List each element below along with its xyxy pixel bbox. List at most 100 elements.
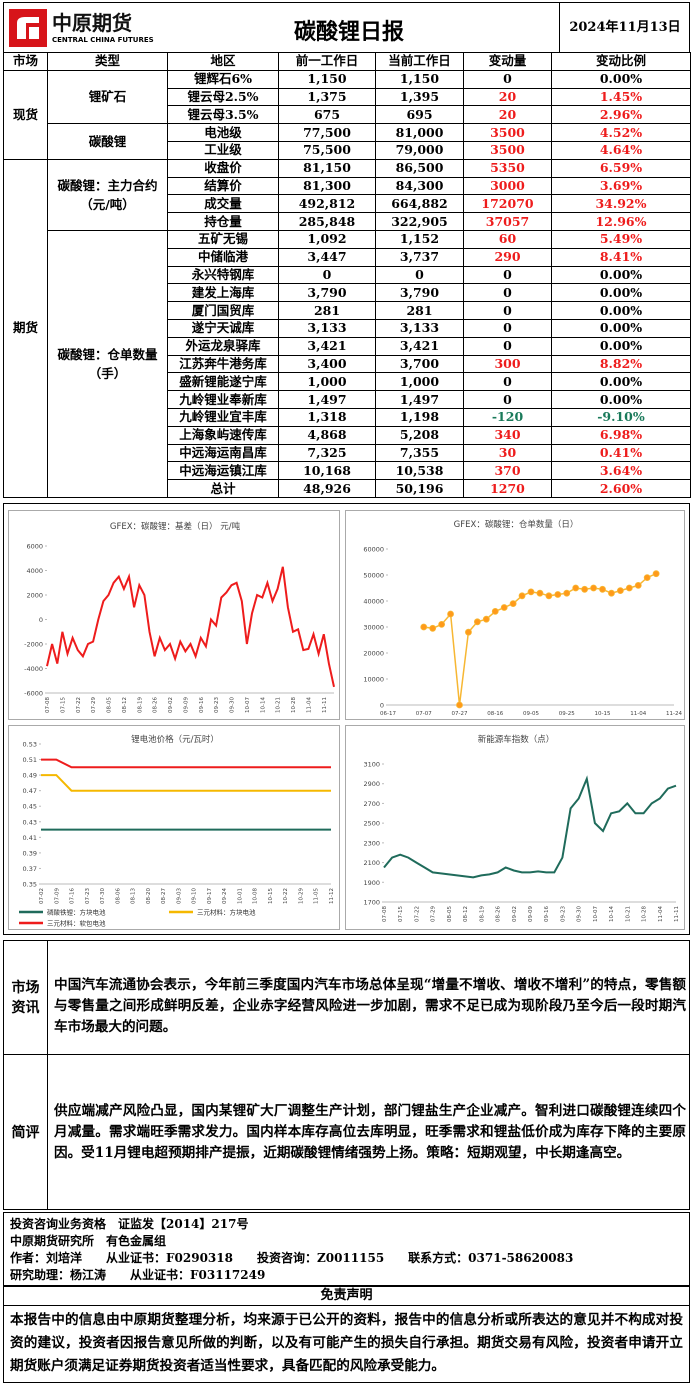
region-cell: 收盘价	[167, 158, 279, 178]
type-cell: 碳酸锂：仓单数量（手）	[47, 229, 168, 498]
x-tick-label: 11-24	[666, 711, 682, 717]
series-line	[41, 774, 331, 792]
change-cell: 300	[463, 354, 552, 374]
y-tick-label: 0.51	[23, 756, 37, 764]
type-cell: 碳酸锂	[47, 123, 168, 160]
comment-label-box: 简评	[4, 1055, 48, 1209]
news-text: 中国汽车流通协会表示，今年前三季度国内汽车市场总体呈现“增量不增收、增收不增利”…	[54, 977, 686, 1035]
column-header: 前一工作日	[278, 52, 376, 71]
pct-cell: 0.00%	[551, 390, 691, 409]
news-label: 市场资讯	[11, 979, 40, 1016]
change-cell: 0	[463, 372, 552, 392]
series-marker	[500, 604, 508, 611]
series-marker	[429, 624, 437, 632]
x-tick-label: 10-15	[595, 711, 611, 717]
chart-title: 锂电池价格（元/瓦时）	[131, 734, 219, 745]
change-cell: 0	[463, 265, 552, 285]
y-tick-label: 0.41	[23, 834, 37, 842]
y-tick-label: 3100	[363, 761, 380, 769]
series-marker	[465, 628, 472, 636]
cur-cell: 1,000	[375, 372, 464, 392]
change-cell: 370	[463, 461, 552, 481]
table-row: 外运龙泉驿库 3,421 3,421 0 0.00%	[4, 336, 691, 356]
x-tick-label: 11-12	[329, 888, 335, 904]
pct-cell: 8.82%	[551, 354, 691, 374]
legend-label: 三元材料：软包电池	[47, 919, 106, 928]
series-marker	[599, 585, 606, 593]
change-cell: 0	[463, 318, 552, 338]
column-header: 地区	[167, 52, 279, 71]
y-tick-label: 20000	[363, 650, 384, 658]
pct-cell: 4.64%	[551, 140, 691, 160]
news-label-box: 市场资讯	[4, 941, 48, 1054]
prev-cell: 1,092	[278, 229, 376, 249]
prev-cell: 48,926	[278, 479, 376, 498]
region-cell: 中储临港	[167, 247, 279, 267]
change-cell: 3500	[463, 123, 552, 142]
pct-cell: 0.00%	[551, 301, 691, 320]
region-cell: 盛新锂能遂宁库	[167, 372, 279, 392]
pct-cell: 3.64%	[551, 461, 691, 481]
cur-cell: 1,497	[375, 390, 464, 409]
series-marker	[518, 592, 526, 600]
x-tick-label: 08-05	[107, 697, 113, 713]
table-row: 上海象屿速传库 4,868 5,208 340 6.98%	[4, 425, 691, 445]
x-tick-label: 07-02	[39, 888, 45, 904]
x-tick-label: 07-29	[91, 697, 97, 713]
pct-cell: 12.96%	[551, 212, 691, 231]
pct-cell: 0.00%	[551, 265, 691, 285]
x-tick-label: 09-16	[544, 906, 550, 922]
prev-cell: 492,812	[278, 194, 376, 214]
pct-cell: 0.00%	[551, 372, 691, 392]
x-tick-label: 08-12	[463, 906, 469, 922]
x-tick-label: 08-19	[479, 906, 485, 922]
series-marker	[634, 582, 642, 589]
cur-cell: 86,500	[375, 158, 464, 178]
x-tick-label: 11-11	[674, 906, 680, 922]
y-tick-label: 10000	[363, 676, 384, 684]
y-tick-label: 0.45	[23, 803, 37, 811]
change-cell: 0	[463, 390, 552, 409]
prev-cell: 1,497	[278, 390, 376, 409]
chart: 锂电池价格（元/瓦时） 0.35 0.37 0.39 0.41 0.43 0.45 0.47 0…	[8, 725, 340, 930]
prev-cell: 3,133	[278, 318, 376, 338]
x-tick-label: 10-14	[609, 906, 615, 922]
type-cell: 碳酸锂：主力合约（元/吨）	[47, 158, 168, 231]
prev-cell: 0	[278, 265, 376, 285]
x-tick-label: 08-26	[496, 906, 502, 922]
x-tick-label: 08-06	[115, 888, 121, 904]
x-tick-label: 10-21	[276, 697, 282, 713]
table-row: 中远海运南昌库 7,325 7,355 30 0.41%	[4, 443, 691, 463]
y-tick-label: 2500	[363, 820, 380, 828]
prev-cell: 3,790	[278, 283, 376, 303]
pct-cell: 5.49%	[551, 229, 691, 249]
change-cell: 60	[463, 229, 552, 249]
region-cell: 锂辉石6%	[167, 69, 279, 89]
prev-cell: 1,318	[278, 407, 376, 427]
pct-cell: 3.69%	[551, 176, 691, 196]
y-tick-label: -2000	[24, 641, 43, 649]
y-tick-label: 0	[39, 616, 43, 624]
series-marker	[616, 587, 624, 594]
y-tick-label: 0.37	[23, 865, 37, 873]
series-marker	[643, 574, 651, 581]
region-cell: 上海象屿速传库	[167, 425, 279, 445]
x-tick-label: 08-19	[137, 697, 143, 713]
y-tick-label: 30000	[363, 624, 384, 632]
pct-cell: 0.00%	[551, 69, 691, 89]
y-tick-label: 0.43	[23, 818, 37, 826]
cur-cell: 695	[375, 105, 464, 125]
prev-cell: 1,000	[278, 372, 376, 392]
market-cell: 现货	[3, 69, 48, 160]
table-row: 成交量 492,812 664,882 172070 34.92%	[4, 194, 691, 214]
region-cell: 九岭锂业宜丰库	[167, 407, 279, 427]
news-section: 市场资讯 中国汽车流通协会表示，今年前三季度国内汽车市场总体呈现“增量不增收、增…	[3, 940, 690, 1055]
x-tick-label: 10-14	[260, 697, 266, 713]
prev-cell: 81,150	[278, 158, 376, 178]
pct-cell: 6.59%	[551, 158, 691, 178]
prev-cell: 1,150	[278, 69, 376, 89]
change-cell: 20	[463, 105, 552, 125]
region-cell: 工业级	[167, 140, 279, 160]
table-row: 碳酸锂 电池级 77,500 81,000 3500 4.52%	[4, 123, 691, 160]
table-row: 持仓量 285,848 322,905 37057 12.96%	[4, 212, 691, 231]
